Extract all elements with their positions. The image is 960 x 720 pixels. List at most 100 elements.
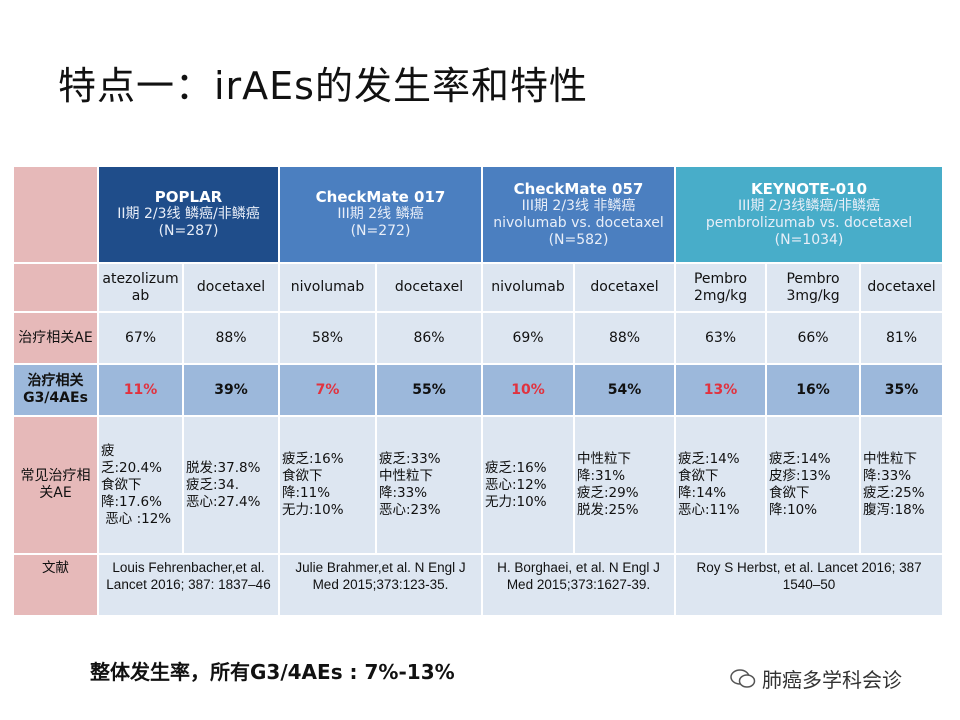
ae-value: 66% [765,311,862,365]
study-detail: nivolumab vs. docetaxel [493,214,664,231]
common-ae-line: 无力:10% [282,502,344,518]
reference-cell: H. Borghaei, et al. N Engl J Med 2015;37… [480,553,677,617]
common-ae-line: 食欲下 [769,485,810,501]
g34-value: 7% [278,363,377,417]
drug-name: nivolumab [278,262,377,313]
drug-row: atezolizumab docetaxel nivolumab docetaxel n… [12,262,945,313]
common-ae-line: 中性粒下 [577,451,631,467]
reference-cell: Louis Fehrenbacher,et al. Lancet 2016; 3… [97,553,280,617]
common-ae-line: 恶心:23% [379,502,441,518]
common-ae-line: 降:33% [379,485,428,501]
reference-cell: Julie Brahmer,et al. N Engl J Med 2015;3… [278,553,483,617]
study-detail: III期 2线 鳞癌 [337,206,424,222]
wechat-icon [730,668,756,688]
common-ae-line: 脱发:25% [577,502,639,518]
common-ae-line: 疲乏:14% [678,451,740,467]
common-ae-row: 常见治疗相关AE 疲乏:20.4% 食欲下 降:17.6% 恶心 :12% 脱发:37.… [12,415,945,555]
drug-name: atezolizumab [97,262,184,313]
corner-cell [12,165,99,264]
common-ae-line: 乏:20.4% [101,459,162,476]
common-ae-line: 疲乏:14% [769,451,831,467]
common-ae-cell: 疲乏:14% 食欲下 降:14% 恶心:11% [674,415,768,555]
slide-title: 特点一：irAEs的发生率和特性 [58,64,588,108]
common-ae-line: 皮疹:13% [769,468,831,484]
common-ae-line: 无力:10% [485,493,547,510]
common-ae-line: 降:33% [863,468,912,484]
drug-name: docetaxel [859,262,945,313]
common-ae-cell: 疲乏:33% 中性粒下 降:33% 恶心:23% [375,415,483,555]
study-detail: III期 2/3线鳞癌/非鳞癌 [737,197,881,214]
g34-value: 13% [674,363,768,417]
ae-value: 81% [859,311,945,365]
row-label: 治疗相关AE [12,311,99,365]
common-ae-line: 恶心:11% [678,502,740,518]
common-ae-line: 降:14% [678,485,727,501]
drug-name: nivolumab [481,262,575,313]
drug-name: Pembro 2mg/kg [674,262,768,313]
common-ae-line: 食欲下 [282,468,323,484]
g34-value: 55% [375,363,483,417]
study-detail: (N=272) [350,223,411,239]
ae-value: 58% [278,311,377,365]
common-ae-line: 腹泻:18% [863,502,925,518]
study-detail: (N=1034) [774,231,844,248]
ae-value: 67% [97,311,184,365]
common-ae-line: 中性粒下 [379,468,433,484]
irae-table: POPLAR II期 2/3线 鳞癌/非鳞癌 (N=287) CheckMate 01… [12,165,945,617]
g34-value: 16% [765,363,862,417]
row-label: 常见治疗相关AE [12,415,99,555]
common-ae-line: 恶心 :12% [101,510,172,527]
common-ae-cell: 疲乏:20.4% 食欲下 降:17.6% 恶心 :12% [97,415,184,555]
summary-text: 整体发生率，所有G3/4AEs : 7%-13% [90,660,455,684]
study-detail: III期 2/3线 非鳞癌 [521,197,636,214]
study-detail: II期 2/3线 鳞癌/非鳞癌 [117,206,260,222]
common-ae-line: 中性粒下 [863,451,918,467]
common-ae-cell: 中性粒下 降:33% 疲乏:25% 腹泻:18% [859,415,945,555]
common-ae-cell: 中性粒下 降:31% 疲乏:29% 脱发:25% [572,415,677,555]
study-header: CheckMate 057 III期 2/3线 非鳞癌 nivolumab vs. … [480,165,677,264]
common-ae-line: 降:10% [769,502,818,518]
ae-value: 88% [572,311,677,365]
common-ae-line: 降:31% [577,468,626,484]
reference-row: 文献 Louis Fehrenbacher,et al. Lancet 2016;… [12,553,945,617]
drug-name: docetaxel [572,262,677,313]
row-label: 治疗相关G3/4AEs [12,363,99,417]
common-ae-cell: 疲乏:16% 恶心:12% 无力:10% [481,415,575,555]
study-detail: pembrolizumab vs. docetaxel [705,214,913,231]
common-ae-line: 疲 [101,442,115,459]
reference-cell: Roy S Herbst, et al. Lancet 2016; 387 15… [674,553,945,617]
drug-name: docetaxel [375,262,483,313]
common-ae-line: 疲乏:25% [863,485,925,501]
common-ae-cell: 疲乏:14% 皮疹:13% 食欲下 降:10% [765,415,862,555]
study-header: CheckMate 017 III期 2线 鳞癌 (N=272) [278,165,483,264]
row-label: 文献 [12,553,99,617]
g34-value: 11% [97,363,184,417]
study-header: POPLAR II期 2/3线 鳞癌/非鳞癌 (N=287) [97,165,280,264]
study-detail: (N=287) [158,223,219,239]
g34-value: 54% [572,363,677,417]
common-ae-line: 疲乏:16% [282,451,344,467]
watermark: 肺癌多学科会诊 [730,664,902,693]
ae-value: 69% [481,311,575,365]
common-ae-line: 降:11% [282,485,331,501]
g34-value: 10% [481,363,575,417]
study-name: KEYNOTE-010 [750,179,868,198]
ae-value: 88% [182,311,280,365]
common-ae-line: 食欲下 [101,476,142,493]
common-ae-line: 恶心:27.4% [186,493,261,510]
study-name: CheckMate 057 [513,179,644,198]
study-header: KEYNOTE-010 III期 2/3线鳞癌/非鳞癌 pembrolizumab … [674,165,945,264]
ae-value: 86% [375,311,483,365]
watermark-text: 肺癌多学科会诊 [762,668,902,692]
common-ae-line: 脱发:37.8% [186,459,261,476]
common-ae-line: 疲乏:33% [379,451,441,467]
common-ae-cell: 疲乏:16% 食欲下 降:11% 无力:10% [278,415,377,555]
ae-row: 治疗相关AE 67% 88% 58% 86% 69% 88% 63% 66% 81% [12,311,945,365]
study-name: CheckMate 017 [315,188,446,206]
g34-row: 治疗相关G3/4AEs 11% 39% 7% 55% 10% 54% 13% 16% 35% [12,363,945,417]
study-detail: (N=582) [548,231,609,248]
common-ae-cell: 脱发:37.8% 疲乏:34. 恶心:27.4% [182,415,280,555]
study-name: POPLAR [154,188,223,206]
common-ae-line: 降:17.6% [101,493,162,510]
common-ae-line: 疲乏:16% [485,459,547,476]
